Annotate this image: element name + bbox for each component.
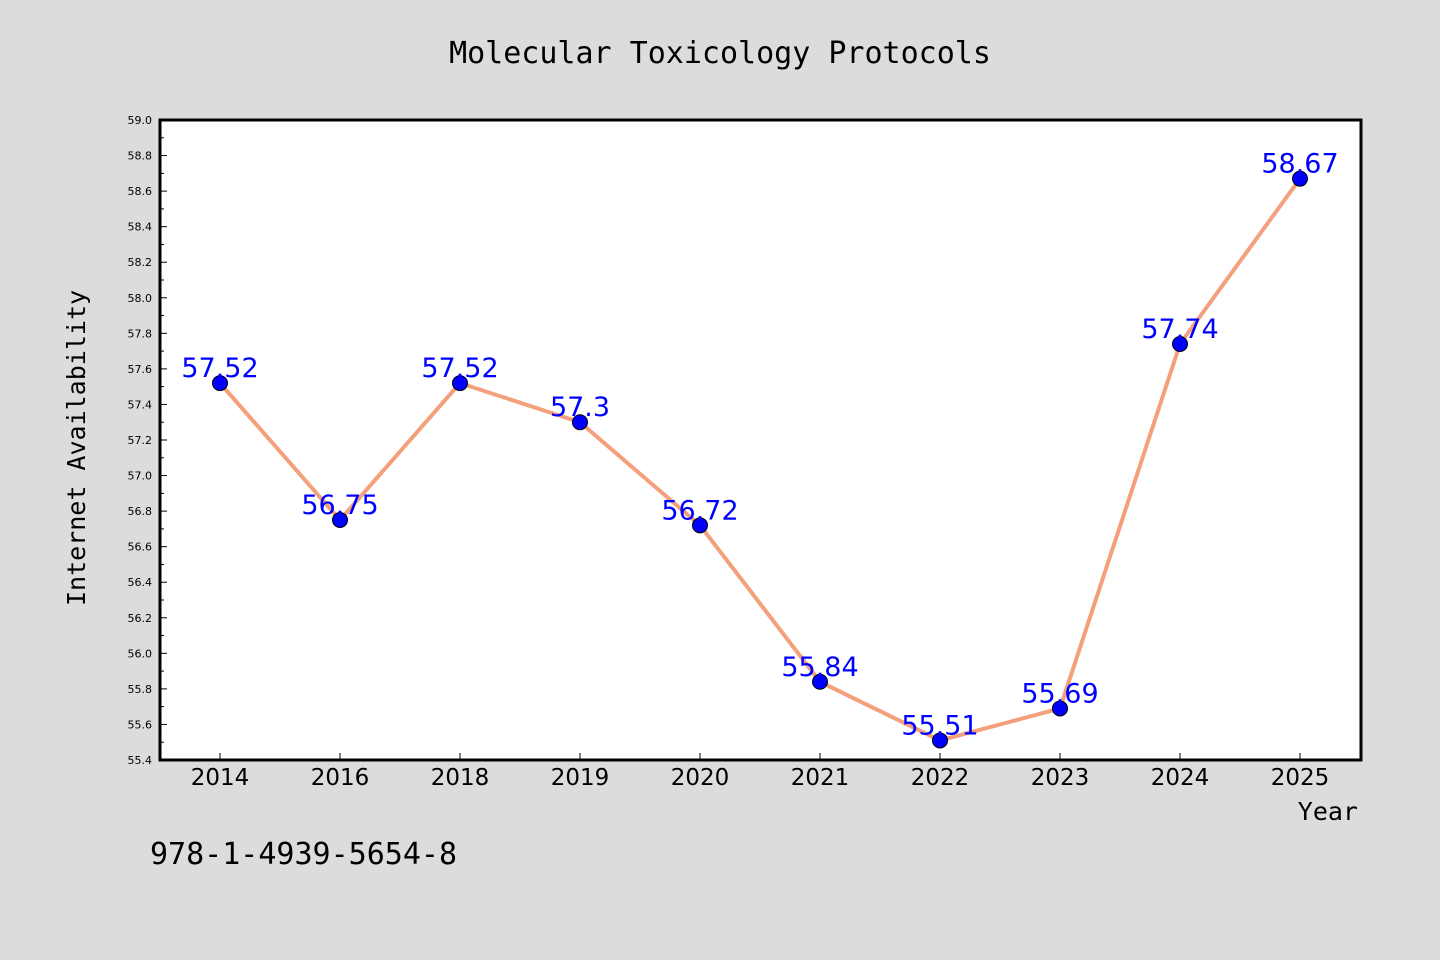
y-tick-label: 57.4 <box>128 398 153 411</box>
x-tick-label: 2016 <box>311 765 370 791</box>
y-tick-label: 55.4 <box>128 754 153 767</box>
data-label: 58.67 <box>1261 149 1338 180</box>
data-point <box>572 414 588 431</box>
y-tick-label: 57.2 <box>128 434 153 447</box>
plot-area <box>158 118 1363 762</box>
isbn-annotation: 978-1-4939-5654-8 <box>150 837 457 872</box>
y-axis-ticks: 55.4 55.6 55.8 56.0 56.2 56.4 56.6 56.8 57.0 57.2… <box>128 114 167 767</box>
data-point <box>692 517 708 534</box>
y-tick-label: 55.6 <box>128 718 153 731</box>
data-label: 57.52 <box>421 353 498 384</box>
y-tick-label: 56.8 <box>128 505 153 518</box>
data-point <box>932 732 948 749</box>
data-point <box>1172 336 1188 352</box>
data-point <box>332 512 348 528</box>
x-tick-label: 2023 <box>1031 765 1090 791</box>
series-line <box>218 177 1302 743</box>
y-tick-label: 58.6 <box>128 185 153 198</box>
data-point <box>1052 700 1068 717</box>
data-label: 57.3 <box>550 392 610 423</box>
x-tick-label: 2024 <box>1151 765 1210 791</box>
data-point <box>212 375 228 392</box>
y-tick-label: 55.8 <box>128 683 153 696</box>
x-tick-label: 2018 <box>431 765 490 791</box>
x-tick-label: 2020 <box>671 765 730 791</box>
x-tick-label: 2019 <box>551 765 610 791</box>
data-label: 57.74 <box>1141 314 1218 345</box>
chart-title: Molecular Toxicology Protocols <box>449 36 991 71</box>
y-tick-label: 56.0 <box>128 647 153 660</box>
y-tick-label: 57.0 <box>128 470 153 483</box>
data-label: 56.72 <box>661 495 738 526</box>
data-label: 56.75 <box>301 490 378 521</box>
data-point <box>812 673 828 690</box>
y-tick-label: 58.2 <box>128 256 153 269</box>
data-point <box>1292 170 1308 187</box>
x-tick-label: 2022 <box>911 765 970 791</box>
data-label: 55.51 <box>901 710 978 741</box>
data-label: 55.84 <box>781 652 858 683</box>
y-tick-label: 59.0 <box>128 114 153 127</box>
x-tick-label: 2014 <box>191 765 250 791</box>
y-tick-label: 58.4 <box>128 221 153 234</box>
x-tick-label: 2025 <box>1271 765 1330 791</box>
y-tick-label: 56.4 <box>128 576 153 589</box>
x-tick-label: 2021 <box>791 765 850 791</box>
series-layer: 57.52 56.75 57.52 57.3 56.72 55.84 55.51 55.69 5… <box>181 149 1339 749</box>
data-label: 57.52 <box>181 353 258 384</box>
y-tick-label: 58.8 <box>128 150 153 163</box>
x-axis-label: Year <box>1298 797 1358 826</box>
y-tick-label: 57.8 <box>128 327 153 340</box>
data-point <box>452 375 468 392</box>
y-tick-label: 56.2 <box>128 612 153 625</box>
data-label: 55.69 <box>1021 678 1098 709</box>
y-tick-label: 57.6 <box>128 363 153 376</box>
y-tick-label: 56.6 <box>128 541 153 554</box>
x-axis-ticks: 2014 2016 2018 2019 2020 2021 2022 2023 2024 2025 <box>191 753 1330 791</box>
y-axis-label: Internet Availability <box>62 290 91 606</box>
y-tick-label: 58.0 <box>128 292 153 305</box>
